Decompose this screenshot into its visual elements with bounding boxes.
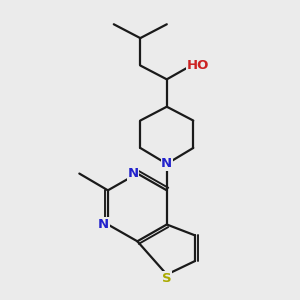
Text: N: N [161, 157, 172, 170]
Text: HO: HO [187, 59, 209, 72]
Text: N: N [98, 218, 109, 231]
Text: N: N [128, 167, 139, 180]
Text: S: S [162, 272, 172, 285]
